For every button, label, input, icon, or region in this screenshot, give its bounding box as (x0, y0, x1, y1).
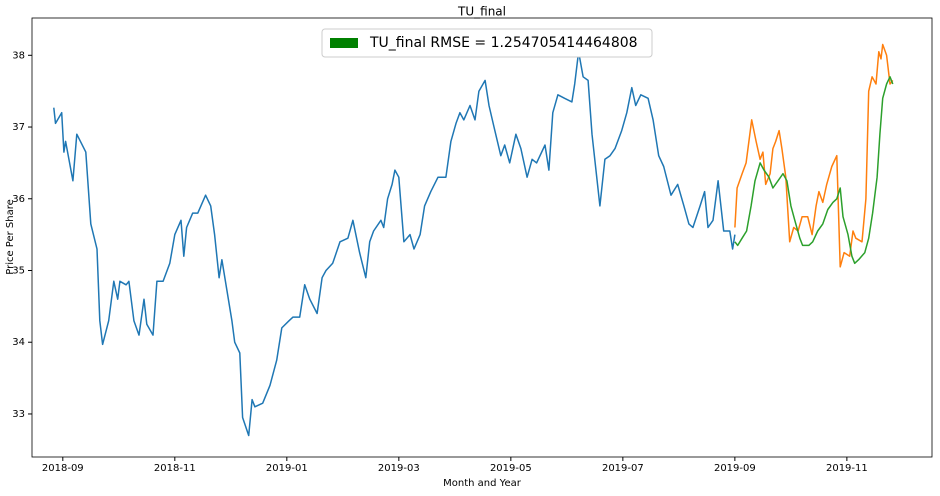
y-tick-label: 38 (12, 50, 25, 61)
x-tick-label: 2019-05 (490, 463, 532, 474)
x-tick-label: 2018-09 (42, 463, 84, 474)
series-line (734, 76, 894, 265)
y-tick-label: 36 (12, 194, 25, 205)
x-tick-label: 2018-11 (154, 463, 196, 474)
x-axis-label: Month and Year (443, 478, 522, 489)
x-tick-label: 2019-03 (378, 463, 420, 474)
y-axis-label: Price Per Share (5, 199, 16, 275)
y-tick-label: 35 (12, 265, 25, 276)
x-tick-label: 2019-09 (714, 463, 756, 474)
x-tick-label: 2019-07 (602, 463, 644, 474)
x-tick-label: 2019-01 (266, 463, 308, 474)
y-tick-label: 37 (12, 122, 25, 133)
series-line (53, 50, 736, 437)
y-tick-label: 33 (12, 409, 25, 420)
legend-box (321, 28, 653, 58)
series-line (734, 43, 894, 268)
legend-label: TU_final RMSE = 1.254705414464808 (369, 35, 638, 51)
plot-frame (31, 17, 933, 458)
y-tick-label: 34 (12, 337, 25, 348)
x-tick-label: 2019-11 (826, 463, 868, 474)
legend-swatch (330, 38, 358, 48)
chart-title: TU_final (457, 5, 506, 19)
